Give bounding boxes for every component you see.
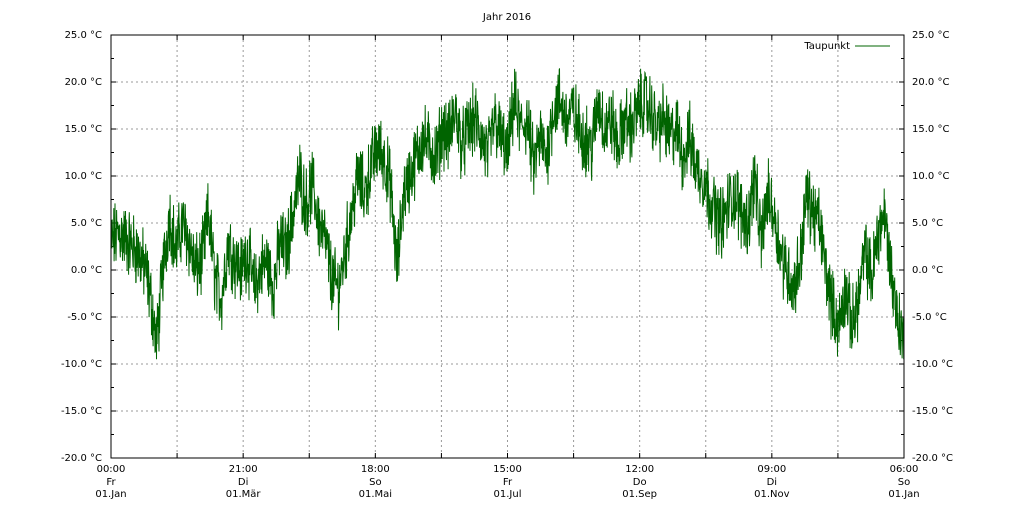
right-y-axis: -20.0 °C -15.0 °C -10.0 °C -5.0 °C 0.0 °C 5.0… <box>899 30 953 464</box>
y-tick-label-left: 25.0 °C <box>65 30 102 41</box>
legend: Taupunkt <box>803 41 890 52</box>
x-tick-time: 12:00 <box>625 464 654 475</box>
x-tick-weekday: Fr <box>106 477 116 488</box>
y-tick-label-left: 20.0 °C <box>65 77 102 88</box>
plot-frame <box>110 34 905 459</box>
x-axis: 00:00Fr01.Jan21:00Di01.Mär18:00So01.Mai1… <box>95 35 920 500</box>
y-tick-label-left: -20.0 °C <box>61 453 102 464</box>
y-tick-label-left: -15.0 °C <box>61 406 102 417</box>
y-tick-label-right: 25.0 °C <box>912 30 949 41</box>
y-tick-label-right: -20.0 °C <box>912 453 953 464</box>
x-tick-date: 01.Sep <box>622 489 657 500</box>
x-tick-date: 01.Jan <box>888 489 919 500</box>
x-tick-weekday: Fr <box>503 477 513 488</box>
x-tick-date: 01.Jan <box>95 489 126 500</box>
x-tick-time: 00:00 <box>97 464 126 475</box>
x-tick-time: 09:00 <box>757 464 786 475</box>
left-y-axis: -20.0 °C -15.0 °C -10.0 °C -5.0 °C 0.0 °C 5.0… <box>61 30 116 464</box>
y-tick-label-left: 5.0 °C <box>71 218 102 229</box>
y-tick-label-right: -5.0 °C <box>912 312 947 323</box>
y-tick-label-left: -10.0 °C <box>61 359 102 370</box>
x-tick-weekday: So <box>369 477 381 488</box>
y-tick-label-left: 15.0 °C <box>65 124 102 135</box>
x-tick-weekday: So <box>898 477 910 488</box>
chart-title: Jahr 2016 <box>482 12 531 23</box>
x-tick-date: 01.Mär <box>226 489 262 500</box>
y-tick-label-right: -15.0 °C <box>912 406 953 417</box>
x-tick-time: 15:00 <box>493 464 522 475</box>
x-tick-date: 01.Nov <box>754 489 790 500</box>
x-tick-weekday: Di <box>767 477 777 488</box>
y-tick-label-right: 20.0 °C <box>912 77 949 88</box>
y-tick-label-right: -10.0 °C <box>912 359 953 370</box>
x-tick-date: 01.Mai <box>359 489 392 500</box>
series-line-taupunkt <box>110 68 905 360</box>
y-tick-label-left: 10.0 °C <box>65 171 102 182</box>
y-tick-label-right: 0.0 °C <box>912 265 943 276</box>
y-tick-label-right: 15.0 °C <box>912 124 949 135</box>
y-tick-label-left: 0.0 °C <box>71 265 102 276</box>
legend-label: Taupunkt <box>803 41 850 52</box>
y-tick-label-right: 10.0 °C <box>912 171 949 182</box>
x-tick-date: 01.Jul <box>494 489 522 500</box>
x-tick-time: 06:00 <box>890 464 919 475</box>
y-tick-label-left: -5.0 °C <box>67 312 102 323</box>
y-tick-label-right: 5.0 °C <box>912 218 943 229</box>
x-tick-time: 18:00 <box>361 464 390 475</box>
x-tick-weekday: Di <box>238 477 248 488</box>
x-tick-time: 21:00 <box>229 464 258 475</box>
x-tick-weekday: Do <box>633 477 647 488</box>
